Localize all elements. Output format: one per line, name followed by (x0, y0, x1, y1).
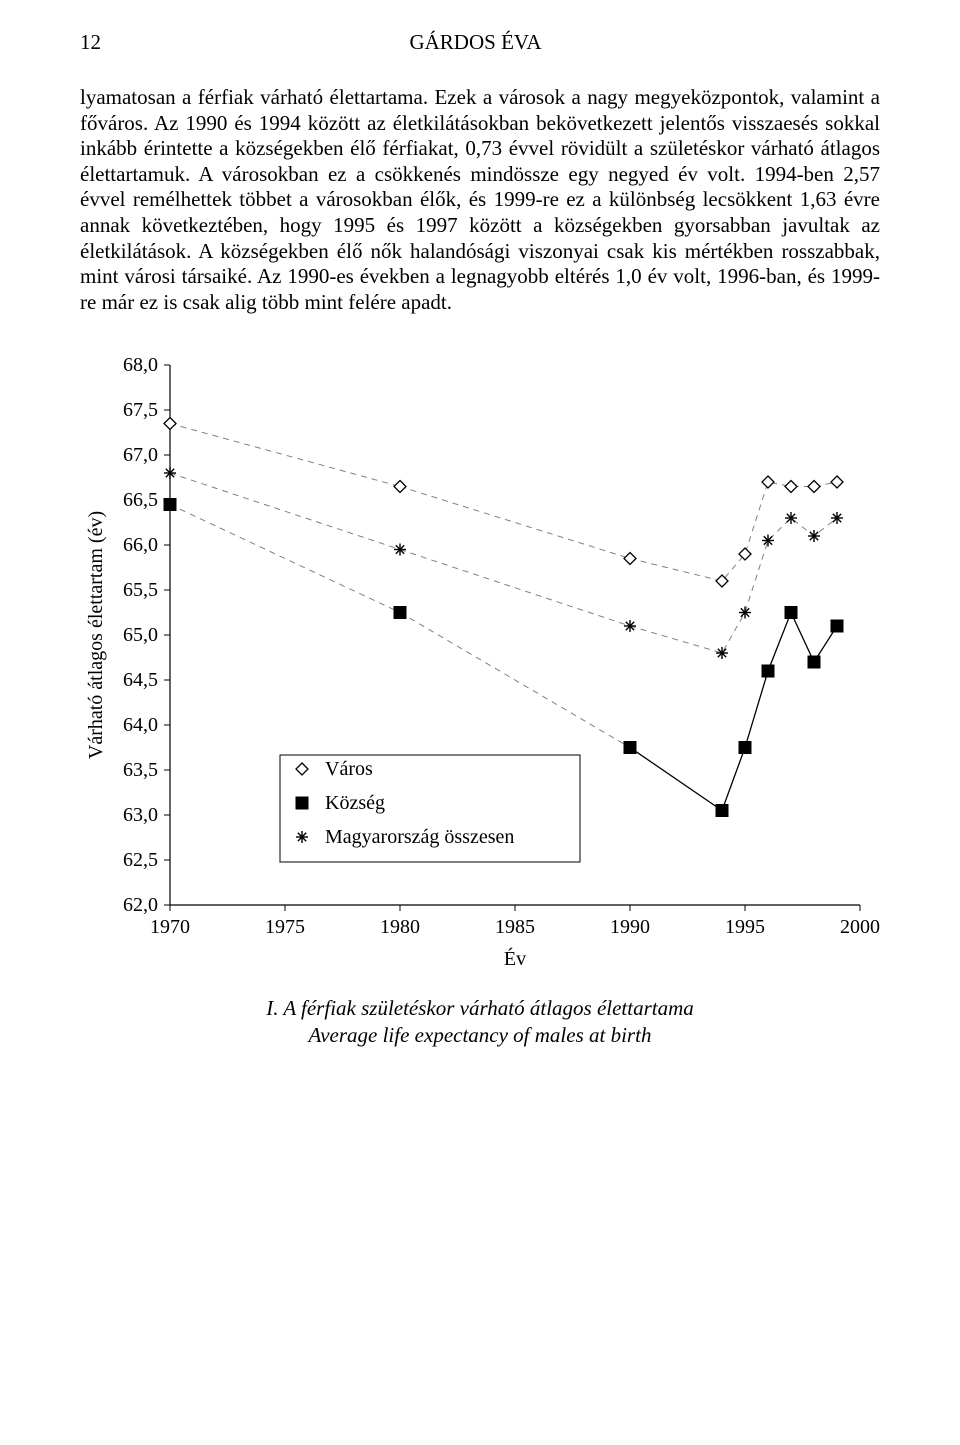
svg-text:1995: 1995 (725, 916, 765, 938)
svg-text:2000: 2000 (840, 916, 880, 938)
svg-text:62,5: 62,5 (123, 849, 158, 871)
svg-text:64,0: 64,0 (123, 714, 158, 736)
caption-line-2: Average life expectancy of males at birt… (309, 1023, 652, 1047)
svg-text:1975: 1975 (265, 916, 305, 938)
body-paragraph: lyamatosan a férfiak várható élettartama… (80, 85, 880, 315)
page-header: 12 GÁRDOS ÉVA (80, 30, 880, 55)
svg-text:1985: 1985 (495, 916, 535, 938)
svg-text:66,0: 66,0 (123, 534, 158, 556)
life-expectancy-chart: 62,0 62,5 63,0 63,5 64,0 64,5 65,0 65,5 66,0 66,5… (80, 355, 880, 975)
author-name: GÁRDOS ÉVA (101, 30, 850, 55)
svg-text:Év: Év (504, 947, 526, 970)
svg-text:1990: 1990 (610, 916, 650, 938)
svg-text:65,5: 65,5 (123, 579, 158, 601)
page: 12 GÁRDOS ÉVA lyamatosan a férfiak várha… (40, 0, 920, 1108)
svg-text:Magyarország összesen: Magyarország összesen (325, 826, 514, 848)
caption-line-1: I. A férfiak születéskor várható átlagos… (266, 996, 694, 1020)
svg-text:67,0: 67,0 (123, 444, 158, 466)
svg-text:63,0: 63,0 (123, 804, 158, 826)
svg-text:63,5: 63,5 (123, 759, 158, 781)
svg-text:67,5: 67,5 (123, 399, 158, 421)
page-number: 12 (80, 30, 101, 55)
svg-text:1980: 1980 (380, 916, 420, 938)
svg-text:Várható átlagos élettartam (év: Várható átlagos élettartam (év) (85, 511, 107, 759)
svg-text:68,0: 68,0 (123, 355, 158, 376)
svg-text:Község: Község (325, 792, 385, 814)
chart-svg: 62,0 62,5 63,0 63,5 64,0 64,5 65,0 65,5 66,0 66,5… (80, 355, 880, 975)
svg-text:1970: 1970 (150, 916, 190, 938)
svg-text:65,0: 65,0 (123, 624, 158, 646)
svg-text:62,0: 62,0 (123, 894, 158, 916)
svg-text:Város: Város (325, 758, 373, 780)
svg-text:66,5: 66,5 (123, 489, 158, 511)
svg-text:64,5: 64,5 (123, 669, 158, 691)
figure-caption: I. A férfiak születéskor várható átlagos… (80, 995, 880, 1048)
